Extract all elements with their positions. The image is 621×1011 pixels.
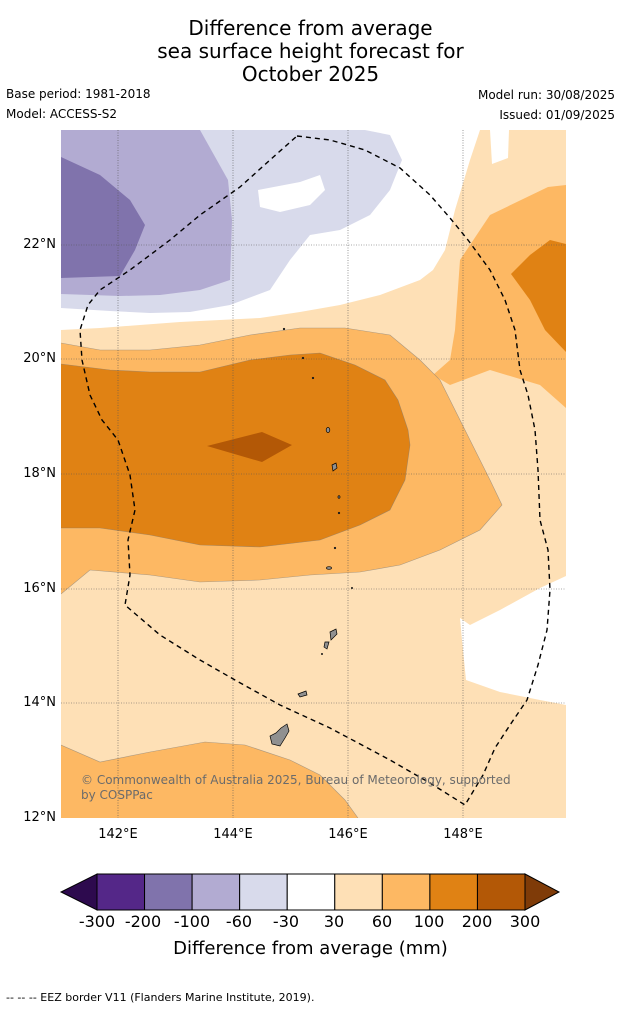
colorbar-swatch <box>286 873 336 911</box>
colorbar-swatch <box>334 873 383 911</box>
model-run: Model run: 30/08/2025 <box>477 88 615 102</box>
lat-label-16n: 16°N <box>23 581 56 596</box>
colorbar-tick: -60 <box>225 912 253 931</box>
mariana-islands <box>269 327 353 747</box>
colorbar-swatch <box>381 873 431 911</box>
base-period: Base period: 1981-2018 <box>6 87 151 101</box>
positive-contour-peak <box>207 432 292 462</box>
lon-label-148e: 148°E <box>443 827 483 842</box>
title-line-1: Difference from average <box>188 16 433 40</box>
lat-label-12n: 12°N <box>23 810 56 825</box>
lon-label-142e: 142°E <box>98 827 138 842</box>
colorbar-tick: 30 <box>323 912 345 931</box>
colorbar <box>59 873 561 911</box>
colorbar-tick: -100 <box>173 912 211 931</box>
colorbar-swatch <box>144 873 193 911</box>
colorbar-swatch <box>429 873 478 911</box>
colorbar-swatch <box>191 873 241 911</box>
lat-label-18n: 18°N <box>23 466 56 481</box>
colorbar-extend-high <box>524 873 561 911</box>
lat-label-14n: 14°N <box>23 695 56 710</box>
guam-island <box>269 723 290 747</box>
colorbar-tick: -300 <box>78 912 116 931</box>
colorbar-swatch <box>476 873 526 911</box>
positive-contour-east <box>433 185 566 408</box>
colorbar-tick: -200 <box>124 912 162 931</box>
positive-contour-south <box>61 742 358 818</box>
lat-label-20n: 20°N <box>23 351 56 366</box>
neutral-region-east <box>460 576 566 705</box>
sea-level-map <box>61 130 566 818</box>
title-line-3: October 2025 <box>241 62 380 86</box>
model-name: Model: ACCESS-S2 <box>6 107 118 121</box>
lat-label-22n: 22°N <box>23 237 56 252</box>
colorbar-tick: 200 <box>461 912 493 931</box>
lon-label-146e: 146°E <box>328 827 368 842</box>
negative-contour-dark <box>61 157 145 278</box>
issued-date: Issued: 01/09/2025 <box>499 108 615 122</box>
positive-contour-east-strong <box>511 240 566 352</box>
colorbar-swatch <box>239 873 288 911</box>
lon-label-144e: 144°E <box>213 827 253 842</box>
eez-footnote: -- -- -- EEZ border V11 (Flanders Marine… <box>6 991 315 1004</box>
copyright-credit: © Commonwealth of Australia 2025, Bureau… <box>81 773 511 802</box>
title-line-2: sea surface height forecast for <box>157 39 464 63</box>
colorbar-tick: 300 <box>509 912 541 931</box>
colorbar-swatch <box>96 873 146 911</box>
eez-border <box>79 135 551 806</box>
colorbar-label: Difference from average (mm) <box>173 938 448 959</box>
colorbar-tick: 60 <box>371 912 393 931</box>
colorbar-extend-low <box>59 873 98 911</box>
colorbar-tick: 100 <box>413 912 445 931</box>
colorbar-tick: -30 <box>272 912 300 931</box>
